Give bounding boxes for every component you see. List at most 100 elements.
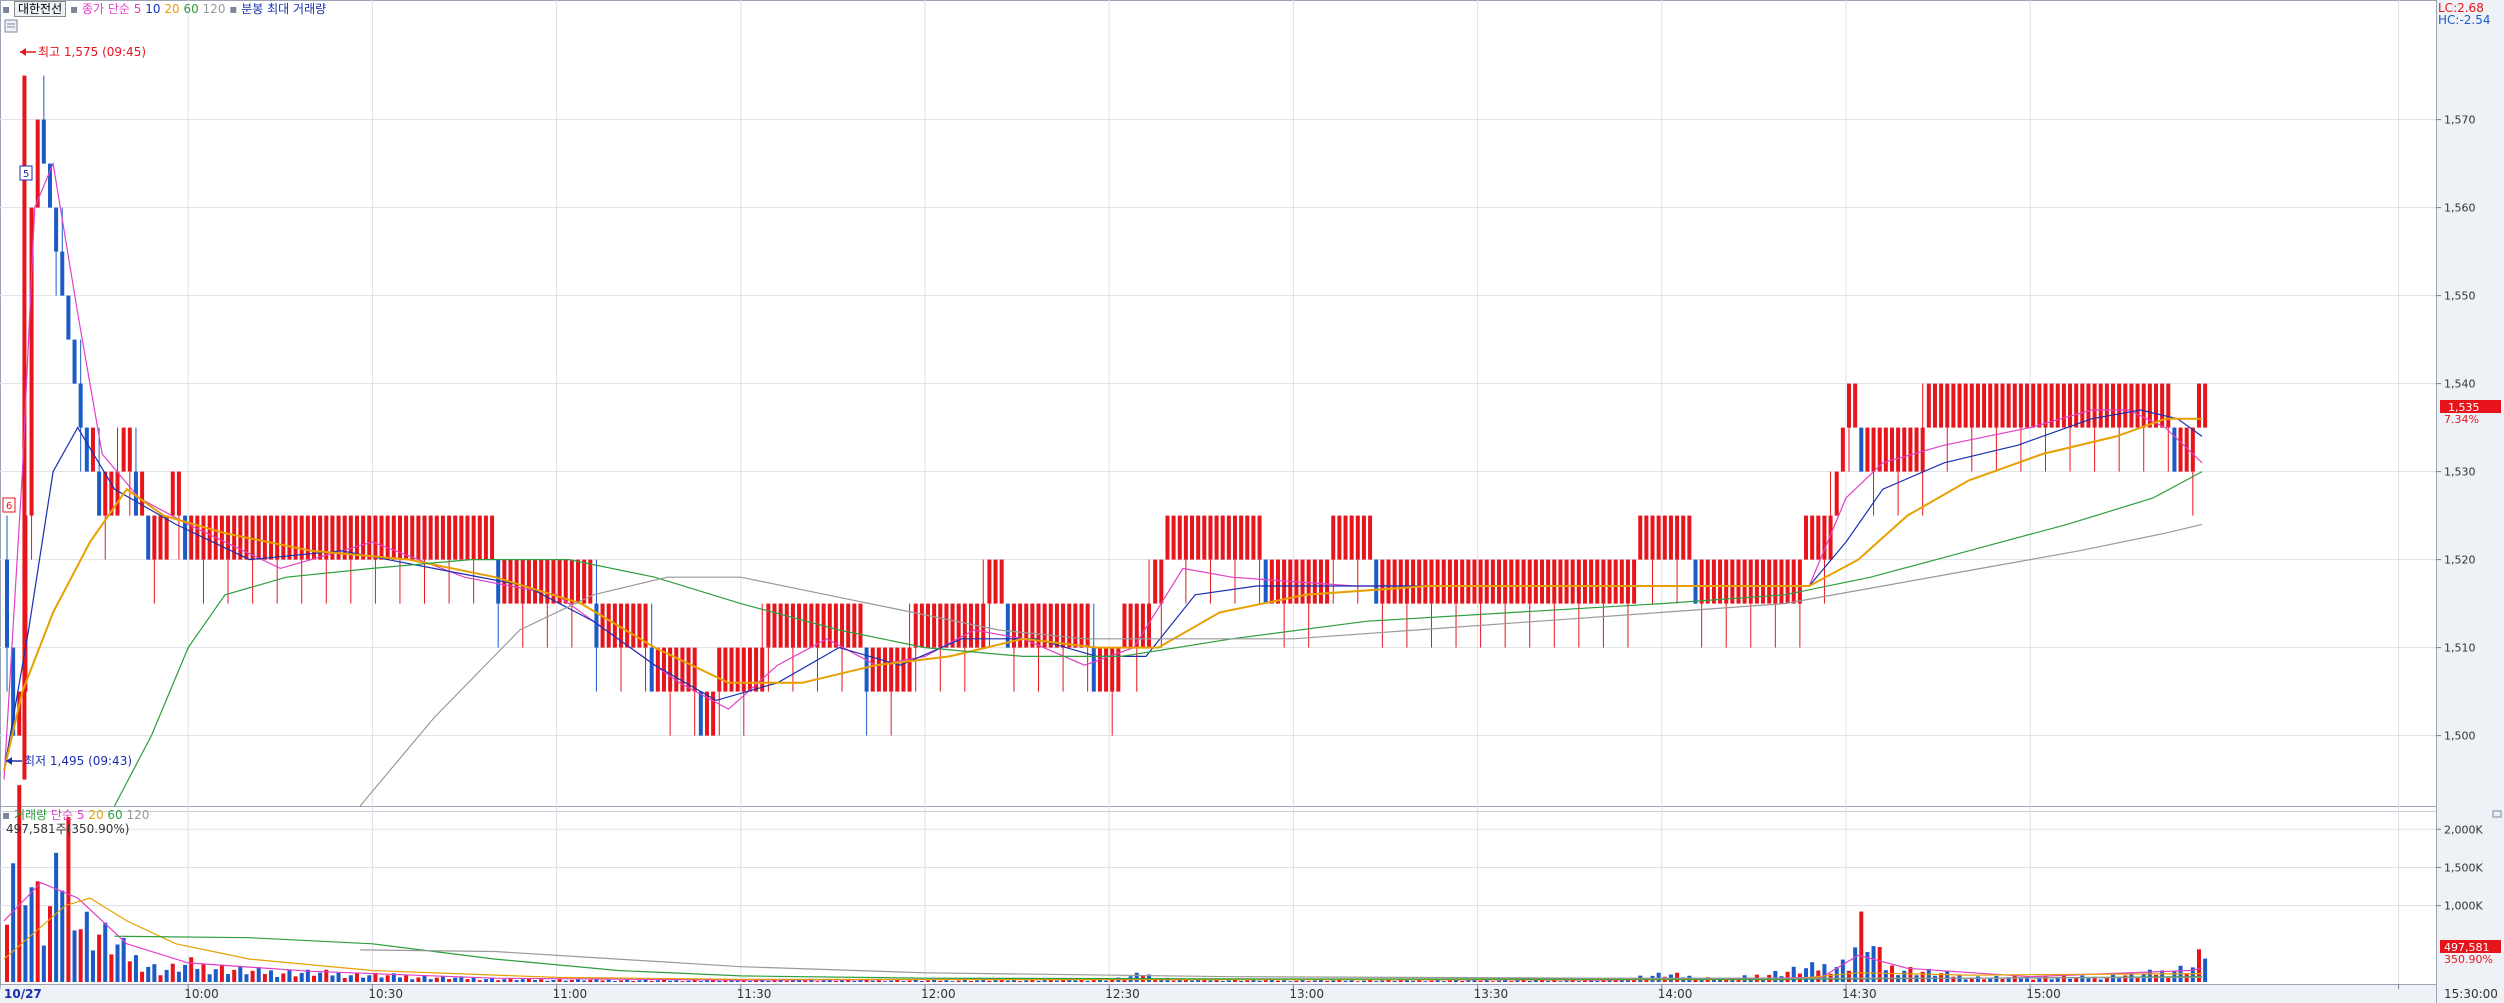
- price-bar: [1067, 603, 1072, 648]
- price-bar: [440, 515, 445, 560]
- volume-bar: [1791, 966, 1796, 982]
- volume-bar: [1472, 979, 1477, 982]
- volume-bar: [1368, 980, 1373, 982]
- price-bar: [919, 603, 924, 648]
- volume-bar: [2061, 975, 2066, 982]
- panel-menu-icon[interactable]: ▪: [2, 2, 11, 16]
- panel-menu-icon-3[interactable]: ▪: [229, 2, 238, 16]
- volume-bar: [1306, 981, 1311, 982]
- volume-bar: [1718, 979, 1723, 982]
- price-bar: [1589, 559, 1594, 604]
- volume-bar: [244, 974, 249, 982]
- volume-bar: [17, 785, 22, 982]
- calendar-icon[interactable]: [4, 19, 18, 33]
- price-bar: [1183, 515, 1188, 560]
- price-bar: [5, 559, 9, 648]
- volume-bar: [1595, 980, 1600, 982]
- price-bar: [127, 427, 132, 472]
- volume-bar: [520, 979, 525, 982]
- price-bar: [1275, 559, 1280, 604]
- volume-bar: [932, 979, 937, 982]
- price-bar: [1920, 427, 1925, 472]
- price-bar: [1607, 559, 1612, 604]
- volume-bar: [404, 975, 409, 982]
- price-bar: [1687, 515, 1692, 560]
- price-bar: [379, 515, 384, 560]
- price-bar: [2190, 427, 2195, 472]
- volume-bar: [1331, 980, 1336, 982]
- price-bar: [1073, 603, 1078, 648]
- price-bar: [434, 515, 439, 560]
- volume-bar: [1564, 980, 1569, 982]
- price-bar: [1484, 559, 1489, 604]
- volume-bar: [2000, 978, 2005, 982]
- volume-bar: [367, 975, 372, 982]
- volume-bar: [1005, 980, 1010, 982]
- price-bar: [269, 515, 274, 560]
- volume-bar: [207, 974, 212, 982]
- volume-bar: [1361, 980, 1366, 982]
- price-bar: [1963, 383, 1968, 428]
- vol-tick-label: 2,000K: [2444, 823, 2483, 836]
- stock-name[interactable]: 대한전선: [13, 1, 67, 17]
- price-bar: [827, 603, 832, 648]
- price-bar: [410, 515, 415, 560]
- volume-bar: [1024, 980, 1029, 982]
- volume-bar: [569, 979, 574, 982]
- svg-text:5: 5: [23, 169, 29, 180]
- volume-bar: [1589, 979, 1594, 982]
- price-bar: [876, 647, 881, 692]
- volume-bar: [968, 980, 973, 982]
- volume-bar: [1969, 978, 1974, 982]
- price-bar: [1134, 603, 1139, 648]
- volume-bar: [1091, 980, 1096, 982]
- price-bar: [428, 515, 433, 560]
- volume-bar: [1490, 981, 1495, 982]
- price-bar: [90, 427, 95, 472]
- y-tick-label: 1,560: [2444, 202, 2476, 215]
- price-bar: [526, 559, 531, 604]
- price-bar: [78, 383, 83, 428]
- price-bar: [1521, 559, 1526, 604]
- price-bar: [1644, 515, 1649, 560]
- y-tick-label: 1,570: [2444, 114, 2476, 127]
- price-bar: [336, 515, 341, 560]
- volume-bar: [115, 944, 120, 982]
- volume-ma-label: 단순: [50, 808, 74, 822]
- volume-menu-icon[interactable]: ▪: [2, 808, 11, 822]
- volume-bar: [1466, 980, 1471, 982]
- volume-bar: [797, 979, 802, 982]
- price-bar: [330, 515, 335, 560]
- price-bar: [723, 647, 728, 692]
- price-bar: [1939, 383, 1944, 428]
- volume-bar: [827, 979, 832, 982]
- panel-menu-icon-2[interactable]: ▪: [69, 2, 79, 16]
- ma-10-label: 10: [145, 2, 161, 16]
- volume-bar: [674, 980, 679, 982]
- price-bar: [1251, 515, 1256, 560]
- volume-bar: [1975, 976, 1980, 982]
- volume-bar: [975, 980, 980, 982]
- volume-bar: [1417, 980, 1422, 982]
- x-tick-label: 12:30: [1105, 987, 1140, 1001]
- price-bar: [1091, 647, 1096, 692]
- y-tick-label: 1,540: [2444, 378, 2476, 391]
- volume-bar: [625, 979, 630, 982]
- volume-bar: [2068, 978, 2073, 982]
- price-bar: [287, 515, 292, 560]
- panel-maximize-icon[interactable]: [2492, 810, 2502, 818]
- volume-bar: [821, 980, 826, 982]
- volume-bar: [1656, 972, 1661, 982]
- volume-bar: [1724, 978, 1729, 982]
- volume-bar: [189, 957, 194, 982]
- volume-bar: [686, 980, 691, 982]
- volume-bar: [870, 980, 875, 982]
- volume-bar: [1233, 979, 1237, 982]
- y-tick-label: 1,530: [2444, 466, 2476, 479]
- price-bar: [373, 515, 378, 560]
- volume-bar: [784, 980, 789, 982]
- volume-bar: [1392, 980, 1397, 982]
- volume-bar: [1097, 979, 1102, 982]
- price-bar: [1116, 647, 1121, 692]
- volume-bar: [539, 979, 544, 982]
